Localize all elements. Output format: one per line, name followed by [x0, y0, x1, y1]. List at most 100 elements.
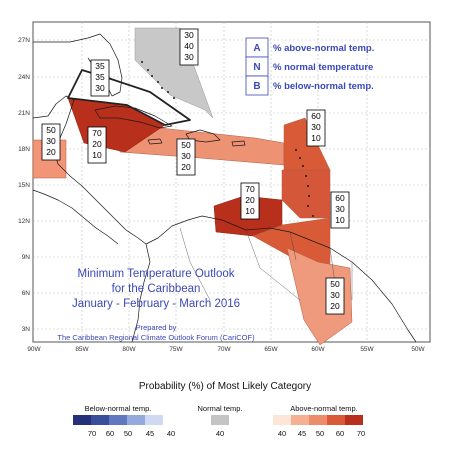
key-letter: N — [253, 62, 260, 73]
lon-label: 70W — [217, 346, 231, 353]
zone-box-leeward-islands: 60 30 10 — [306, 109, 326, 147]
zone-box-value: 50 — [181, 140, 191, 150]
zone-box-value: 20 — [46, 147, 56, 157]
zone-box-value: 60 — [335, 193, 345, 203]
zone-box-guianas: 50 30 20 — [325, 277, 345, 315]
zone-box-value: 10 — [245, 206, 255, 216]
zone-box-value: 50 — [330, 279, 340, 289]
lon-label: 85W — [75, 346, 89, 353]
zone-box-value: 30 — [311, 122, 321, 132]
zone-box-value: 70 — [245, 184, 255, 194]
zone-box-value: 20 — [181, 162, 191, 172]
category-key: A N B % above-normal temp. % normal temp… — [245, 37, 374, 96]
probability-boxes: 30 40 30 35 35 30 50 30 20 70 20 10 50 3… — [41, 28, 350, 315]
zone-box-greater-antilles: 50 30 20 — [176, 138, 196, 176]
legend-step: 45 — [298, 429, 306, 438]
zone-box-value: 35 — [95, 72, 105, 82]
lat-label: 21N — [18, 110, 30, 117]
zone-box-value: 10 — [335, 215, 345, 225]
key-text: % normal temperature — [273, 62, 373, 73]
legend-step: 45 — [146, 429, 154, 438]
zone-box-belize: 50 30 20 — [41, 123, 61, 161]
zone-box-value: 30 — [95, 83, 105, 93]
bahamas-islands — [141, 61, 175, 99]
legend-group-label: Below-normal temp. — [85, 404, 152, 413]
puerto-rico-outline — [231, 140, 246, 147]
lon-label: 80W — [122, 346, 136, 353]
lon-label: 65W — [264, 346, 278, 353]
legend-above-normal: Above-normal temp. 40 45 50 60 70 — [273, 404, 365, 438]
legend-step: 50 — [316, 429, 324, 438]
lon-label: 50W — [411, 346, 425, 353]
legend-below-normal: Below-normal temp. 70 60 50 45 40 — [73, 404, 175, 438]
zone-box-value: 70 — [92, 128, 102, 138]
longitude-labels: 90W 85W 80W 75W 70W 65W 60W 55W 50W — [27, 346, 425, 353]
lat-label: 27N — [18, 37, 30, 44]
legend-step: 40 — [278, 429, 286, 438]
legend-group-label: Normal temp. — [197, 404, 242, 413]
zone-box-caribbean-sea: 70 20 10 — [240, 182, 260, 220]
zone-box-value: 60 — [311, 111, 321, 121]
key-text: % above-normal temp. — [273, 43, 374, 54]
key-letter: A — [253, 43, 260, 54]
zone-box-value: 10 — [311, 133, 321, 143]
cuba-outline — [94, 105, 173, 129]
legend-step: 70 — [357, 429, 365, 438]
colombia-pacific-outline — [131, 243, 151, 343]
lat-label: 3N — [22, 326, 31, 333]
legend-step: 40 — [216, 429, 224, 438]
lon-label: 90W — [27, 346, 41, 353]
zone-windward-strip — [281, 169, 331, 219]
lon-label: 75W — [169, 346, 183, 353]
zone-box-value: 30 — [181, 151, 191, 161]
zone-box-value: 50 — [46, 125, 56, 135]
lat-label: 9N — [22, 254, 31, 261]
lat-label: 24N — [18, 74, 30, 81]
legend-step: 40 — [167, 429, 175, 438]
lat-label: 6N — [22, 290, 31, 297]
zone-box-value: 20 — [330, 301, 340, 311]
lat-label: 18N — [18, 146, 30, 153]
map-credit-line: The Caribbean Regional Climate Outlook F… — [57, 333, 255, 342]
lat-label: 15N — [18, 182, 30, 189]
latitude-labels: 27N 24N 21N 18N 15N 12N 9N 6N 3N — [18, 37, 30, 333]
zone-box-windward-islands: 60 30 10 — [330, 191, 350, 229]
land-outlines — [32, 33, 417, 343]
zone-box-value: 40 — [184, 41, 194, 51]
zone-box-value: 10 — [92, 150, 102, 160]
zone-box-northwest: 35 35 30 — [90, 59, 110, 97]
central-america-outline — [32, 95, 147, 245]
zone-box-value: 30 — [335, 204, 345, 214]
zone-box-value: 30 — [46, 136, 56, 146]
zone-box-cuba-central: 70 20 10 — [87, 126, 107, 164]
zone-box-value: 30 — [330, 290, 340, 300]
zone-box-value: 30 — [184, 30, 194, 40]
zone-box-value: 35 — [95, 61, 105, 71]
legend-step: 50 — [124, 429, 132, 438]
legend-step: 70 — [88, 429, 96, 438]
map-credit-line: Prepared by — [136, 323, 177, 332]
legend-title: Probability (%) of Most Likely Category — [139, 381, 311, 392]
jamaica-outline — [147, 138, 163, 145]
zone-box-value: 20 — [92, 139, 102, 149]
south-america-outline — [145, 215, 417, 343]
key-letter: B — [253, 81, 260, 92]
west-coast-outline — [32, 189, 119, 245]
map-title-line: Minimum Temperature Outlook — [77, 268, 234, 280]
lat-label: 12N — [18, 218, 30, 225]
zone-box-bahamas-north: 30 40 30 — [179, 28, 199, 66]
map-title: Minimum Temperature Outlook for the Cari… — [57, 268, 255, 342]
map-title-line: for the Caribbean — [112, 283, 201, 295]
legend-step: 60 — [336, 429, 344, 438]
legend-group-label: Above-normal temp. — [290, 404, 358, 413]
lesser-antilles — [295, 149, 314, 217]
lon-label: 55W — [360, 346, 374, 353]
legend-normal: Normal temp. 40 — [197, 404, 242, 438]
key-text: % below-normal temp. — [273, 81, 374, 92]
legend-step: 60 — [106, 429, 114, 438]
zone-box-value: 20 — [245, 195, 255, 205]
inland-borders — [179, 227, 353, 301]
zone-northwest-outline — [67, 69, 191, 126]
map-title-line: January - February - March 2016 — [72, 298, 240, 310]
